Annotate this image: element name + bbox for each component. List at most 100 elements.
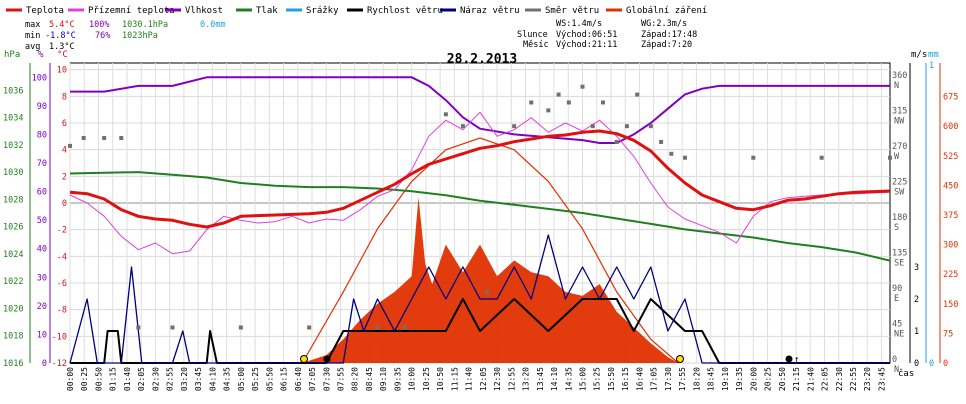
x-tick-label: 16:15 [621, 367, 630, 391]
x-tick-label: 00:50 [94, 367, 103, 391]
humidity-tick-label: 90 [37, 102, 47, 112]
sun-moon-info: WS:1.4m/s WG:2.3m/s Slunce Východ:06:51 … [517, 19, 697, 50]
wind-speed-tick-label: 2 [914, 295, 919, 305]
wind-direction-point [683, 155, 687, 160]
wind-direction-point [484, 289, 489, 294]
sun-rise: Východ:06:51 [556, 30, 617, 40]
wind-direction-point [136, 325, 141, 330]
temperature-tick-label: -4 [57, 252, 67, 262]
x-tick-label: 05:25 [251, 367, 260, 391]
legend-label: Globální záření [626, 6, 707, 16]
humidity-tick-label: 0 [42, 359, 47, 369]
humidity-tick-label: 30 [37, 273, 47, 283]
x-tick-label: 05:00 [237, 367, 246, 391]
x-tick-label: 17:30 [664, 367, 673, 391]
wind-dir-tick-label: 90 [892, 284, 902, 294]
legend-item-prizemni-teplota: Přízemní teplota [68, 6, 175, 16]
x-tick-label: 00:00 [66, 367, 75, 391]
x-tick-label: 10:25 [422, 367, 431, 391]
x-tick-label: 01:40 [123, 367, 132, 391]
x-tick-label: 10:00 [408, 367, 417, 391]
wind-direction-point [624, 124, 629, 129]
wind-dir-compass-label: S [894, 223, 899, 233]
x-tick-label: 04:10 [208, 367, 217, 391]
unit-time: čas [898, 368, 914, 379]
wind-dir-compass-label: SW [894, 187, 905, 197]
temperature-tick-label: -12 [52, 359, 67, 369]
radiation-tick-label: 0 [943, 359, 948, 369]
pressure-tick-label: 1018 [3, 332, 23, 342]
x-tick-label: 21:15 [792, 367, 801, 391]
wind-direction-point [751, 155, 756, 160]
humidity-tick-label: 60 [37, 188, 47, 198]
wind-direction-layer [68, 84, 892, 330]
humidity-tick-label: 40 [37, 245, 47, 255]
x-tick-label: 04:35 [223, 367, 232, 391]
pressure-tick-label: 1022 [3, 277, 23, 287]
x-tick-label: 12:05 [479, 367, 488, 391]
temperature-tick-label: 0 [62, 199, 67, 209]
radiation-area [302, 197, 679, 363]
rain-tick-label: 1 [929, 61, 934, 71]
x-tick-label: 06:40 [294, 367, 303, 391]
radiation-layer [301, 137, 679, 364]
stats-avg-temp: 1.3°C [49, 42, 75, 52]
wind-direction-point [402, 325, 407, 330]
wind-dir-tick-label: 360 [892, 71, 907, 81]
unit-mm: mm [928, 50, 939, 60]
radiation-tick-label: 600 [943, 122, 958, 132]
x-tick-label: 20:50 [778, 367, 787, 391]
wind-direction-point [529, 100, 534, 105]
x-tick-label: 22:30 [835, 367, 844, 391]
clear-sky-radiation-line [301, 137, 679, 364]
x-tick-label: 01:15 [109, 367, 118, 391]
x-tick-label: 14:10 [550, 367, 559, 391]
series-line-vlhkost [70, 76, 890, 144]
wind-direction-point [375, 325, 380, 330]
x-tick-label: 23:20 [863, 367, 872, 391]
sun-label: Slunce [517, 30, 548, 40]
wind-direction-point [460, 124, 465, 129]
moon-rise: Východ:21:11 [556, 40, 617, 50]
wind-dir-tick-label: 225 [892, 177, 907, 187]
wind-speed-tick-label: 1 [914, 327, 919, 337]
wind-dir-tick-label: 45 [892, 319, 902, 329]
wind-direction-point [669, 151, 674, 156]
x-tick-label: 00:25 [80, 367, 89, 391]
event-markers: ↑ [300, 355, 799, 365]
sunrise-icon [300, 355, 308, 363]
sunset-icon [676, 355, 684, 363]
temperature-tick-label: 4 [62, 146, 67, 156]
x-tick-label: 07:05 [308, 367, 317, 391]
moonrise-icon [785, 355, 793, 363]
radiation-tick-label: 75 [943, 329, 953, 339]
x-tick-label: 07:30 [322, 367, 331, 391]
x-tick-label: 10:50 [436, 367, 445, 391]
wind-dir-compass-label: E [894, 294, 899, 304]
x-tick-label: 19:10 [721, 367, 730, 391]
legend-item-srazky: Srážky [286, 6, 339, 16]
x-tick-label: 18:45 [707, 367, 716, 391]
radiation-tick-label: 375 [943, 211, 958, 221]
x-tick-label: 18:20 [692, 367, 701, 391]
legend-item-globalni-zareni: Globální záření [606, 6, 707, 16]
radiation-tick-label: 525 [943, 152, 958, 162]
legend-item-vlhkost: Vlhkost [165, 6, 223, 16]
rain-tick-label: 0 [929, 359, 934, 369]
wind-dir-tick-label: 135 [892, 248, 907, 258]
legend: Teplota Přízemní teplota Vlhkost Tlak Sr… [6, 6, 707, 16]
wind-direction-point [81, 136, 86, 140]
stats-max-label: max [25, 20, 40, 30]
humidity-tick-label: 20 [37, 302, 47, 312]
wind-dir-compass-label: NE [894, 329, 904, 339]
wind-speed-tick-label: 0 [914, 359, 919, 369]
x-tick-label: 02:05 [137, 367, 146, 391]
x-tick-label: 15:00 [579, 367, 588, 391]
pressure-tick-label: 1034 [3, 114, 23, 124]
unit-pct: % [38, 50, 44, 60]
series-line-teplota [69, 129, 891, 229]
legend-item-smer-vetru: Směr větru [525, 6, 599, 16]
x-tick-label: 15:50 [607, 367, 616, 391]
temperature-tick-label: -2 [57, 226, 67, 236]
temperature-tick-label: -10 [52, 332, 67, 342]
